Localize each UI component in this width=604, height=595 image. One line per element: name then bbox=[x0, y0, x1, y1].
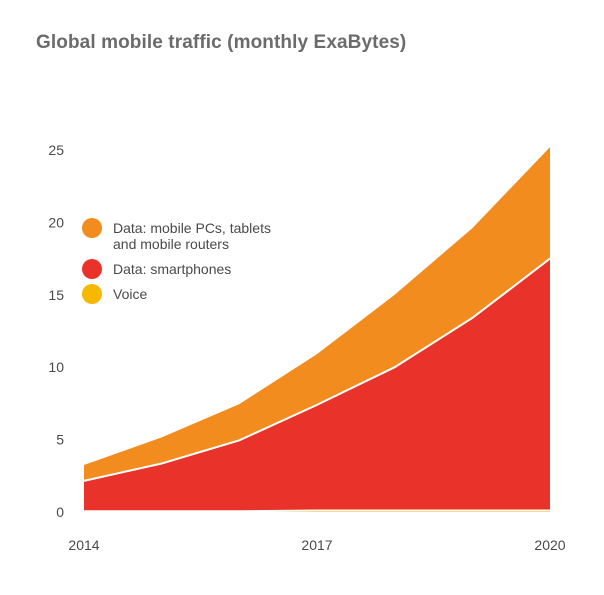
area-data-smartphones bbox=[84, 258, 550, 512]
series-areas bbox=[83, 147, 551, 513]
y-tick-label: 10 bbox=[48, 359, 64, 375]
legend-label: Voice bbox=[113, 286, 147, 302]
legend-label: Data: smartphones bbox=[113, 261, 231, 277]
x-tick-label: 2014 bbox=[68, 537, 99, 553]
x-tick-label: 2020 bbox=[534, 537, 565, 553]
y-tick-label: 0 bbox=[56, 504, 64, 520]
y-tick-label: 20 bbox=[48, 214, 64, 230]
x-tick-label: 2017 bbox=[301, 537, 332, 553]
series-boundary-line bbox=[83, 257, 551, 482]
legend-swatch bbox=[82, 259, 102, 279]
legend-swatch bbox=[82, 284, 102, 304]
y-tick-label: 15 bbox=[48, 287, 64, 303]
x-axis-ticks: 2014 2017 2020 bbox=[68, 537, 565, 553]
legend-swatch bbox=[82, 218, 102, 238]
series-boundary-line bbox=[84, 509, 550, 513]
y-axis-ticks: 0 5 10 15 20 25 bbox=[48, 142, 64, 520]
y-tick-label: 5 bbox=[56, 432, 64, 448]
area-data-mobile-pcs-tablets-and-mobile-routers bbox=[84, 147, 550, 481]
legend-label: Data: mobile PCs, tablets bbox=[113, 220, 271, 236]
y-tick-label: 25 bbox=[48, 142, 64, 158]
chart-title: Global mobile traffic (monthly ExaBytes) bbox=[36, 32, 407, 53]
legend-label: and mobile routers bbox=[113, 236, 229, 252]
